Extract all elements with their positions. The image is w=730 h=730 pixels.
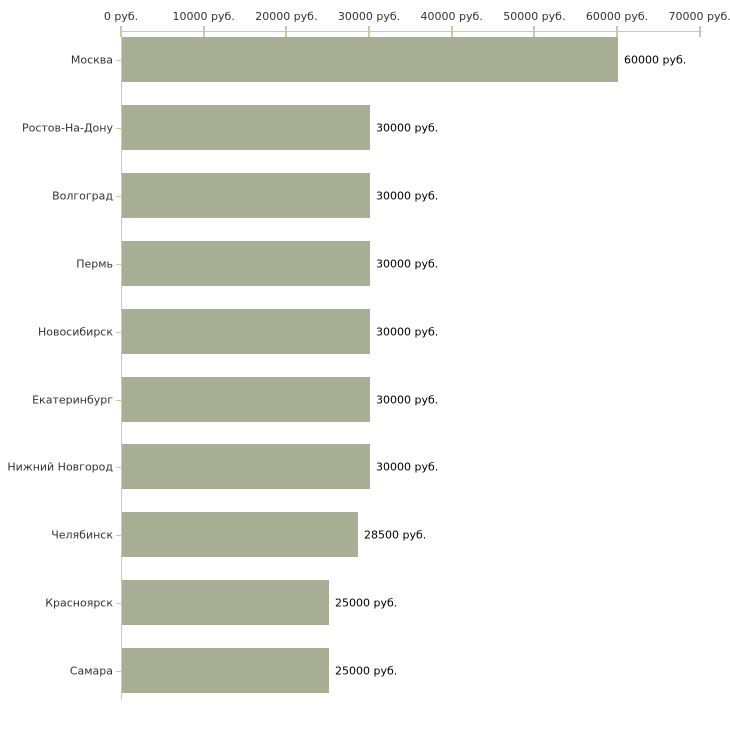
value-label: 30000 руб. xyxy=(376,325,439,338)
x-axis-tick xyxy=(450,26,453,37)
x-axis-tick-label: 20000 руб. xyxy=(255,10,318,23)
x-axis-tick xyxy=(368,26,370,37)
value-label: 25000 руб. xyxy=(335,664,398,677)
x-axis-tick xyxy=(120,26,122,37)
category-label: Новосибирск xyxy=(37,325,113,338)
category-label: Самара xyxy=(69,664,113,677)
y-axis-tick xyxy=(116,671,121,672)
y-axis-tick xyxy=(116,60,121,61)
category-label: Красноярск xyxy=(45,596,113,609)
x-axis-line xyxy=(121,31,702,32)
value-label: 30000 руб. xyxy=(376,393,439,406)
bar xyxy=(122,580,329,625)
x-axis-tick-label: 60000 руб. xyxy=(585,10,649,23)
bar xyxy=(122,648,329,693)
x-axis-tick-label: 50000 руб. xyxy=(503,10,566,23)
y-axis-tick xyxy=(116,264,121,265)
bar xyxy=(122,444,370,489)
bar xyxy=(122,173,370,218)
x-axis-tick-label: 10000 руб. xyxy=(172,10,235,23)
y-axis-tick xyxy=(116,196,121,197)
x-axis-tick-label: 40000 руб. xyxy=(420,10,483,23)
value-label: 30000 руб. xyxy=(376,257,439,270)
y-axis-tick xyxy=(116,535,121,536)
y-axis-tick xyxy=(116,128,121,129)
x-axis-tick xyxy=(202,26,205,37)
x-axis-tick xyxy=(616,26,618,37)
y-axis-tick xyxy=(116,400,121,401)
y-axis-line xyxy=(121,31,122,701)
x-axis-tick xyxy=(698,26,701,37)
category-label: Волгоград xyxy=(52,189,113,202)
value-label: 60000 руб. xyxy=(624,53,687,66)
bar xyxy=(122,105,370,150)
category-label: Екатеринбург xyxy=(32,393,113,406)
x-axis-tick xyxy=(285,26,288,37)
bar xyxy=(122,241,370,286)
value-label: 30000 руб. xyxy=(376,189,439,202)
x-axis-tick-label: 70000 руб. xyxy=(668,10,730,23)
x-axis-tick-label: 30000 руб. xyxy=(337,10,401,23)
bar xyxy=(122,309,370,354)
value-label: 28500 руб. xyxy=(364,528,427,541)
bar xyxy=(122,377,370,422)
category-label: Москва xyxy=(70,53,113,66)
y-axis-tick xyxy=(116,332,121,333)
x-axis-tick-label: 0 руб. xyxy=(103,10,139,23)
category-label: Нижний Новгород xyxy=(7,460,113,473)
value-label: 25000 руб. xyxy=(335,596,398,609)
category-label: Ростов-На-Дону xyxy=(21,121,113,134)
category-label: Челябинск xyxy=(51,528,113,541)
bar xyxy=(122,512,358,557)
bar xyxy=(122,37,618,82)
y-axis-tick xyxy=(116,467,121,468)
value-label: 30000 руб. xyxy=(376,460,439,473)
value-label: 30000 руб. xyxy=(376,121,439,134)
category-label: Пермь xyxy=(76,257,113,270)
x-axis-tick xyxy=(533,26,536,37)
y-axis-tick xyxy=(116,603,121,604)
